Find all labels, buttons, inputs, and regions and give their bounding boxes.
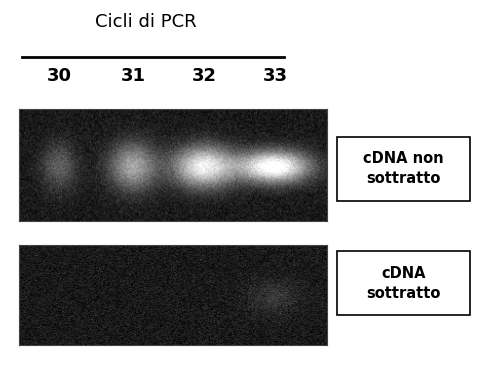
Text: 32: 32 <box>191 67 216 85</box>
Text: cDNA non
sottratto: cDNA non sottratto <box>363 151 443 186</box>
FancyBboxPatch shape <box>336 251 469 315</box>
Text: Cicli di PCR: Cicli di PCR <box>94 13 196 31</box>
Text: 30: 30 <box>47 67 72 85</box>
Text: 33: 33 <box>262 67 287 85</box>
FancyBboxPatch shape <box>336 137 469 201</box>
Text: cDNA
sottratto: cDNA sottratto <box>366 266 440 301</box>
Text: 31: 31 <box>121 67 146 85</box>
